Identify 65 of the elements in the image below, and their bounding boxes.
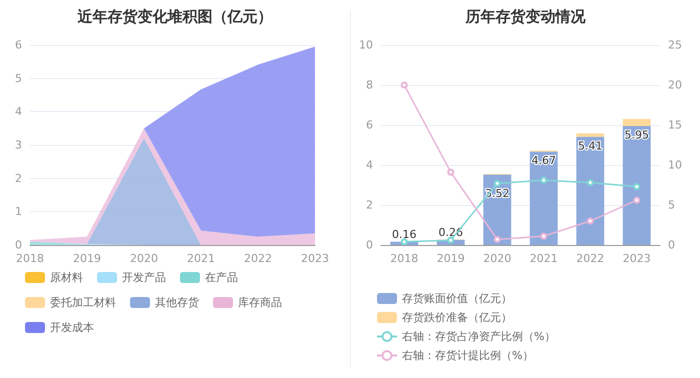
y-tick-label: 2: [15, 172, 22, 185]
x-tick-label: 2018: [16, 252, 44, 265]
x-tick-label: 2020: [483, 252, 512, 265]
x-tick-label: 2021: [530, 252, 558, 265]
point: [633, 183, 640, 190]
legend-label: 右轴：存货计提比例（%）: [402, 349, 534, 362]
chart-title: 历年存货变动情况: [464, 8, 586, 26]
legend-label: 委托加工材料: [50, 296, 116, 309]
x-tick-label: 2023: [301, 252, 329, 265]
data-label: 0.16: [392, 228, 416, 241]
legend-label: 原材料: [50, 271, 83, 284]
bar: [622, 119, 651, 126]
x-tick-label: 2019: [73, 252, 101, 265]
point: [540, 232, 548, 240]
y-tick-label: 8: [366, 78, 373, 92]
x-tick-label: 2022: [576, 252, 604, 265]
y-tick-label: 1: [15, 205, 22, 218]
data-label: 3.52: [485, 187, 510, 200]
y-tick-label: 4: [366, 158, 373, 172]
point: [586, 218, 594, 224]
y-tick-label: 10: [359, 38, 373, 52]
point: [540, 176, 548, 184]
bar: [530, 152, 558, 245]
data-label: 5.95: [624, 128, 649, 142]
y2-tick-label: 20: [668, 78, 682, 92]
x-tick-label: 2023: [622, 252, 651, 265]
y2-tick-label: 5: [668, 198, 675, 212]
legend-label: 开发成本: [50, 321, 94, 334]
x-tick-label: 2020: [130, 252, 158, 265]
point: [400, 238, 408, 246]
legend-label: 存货跌价准备（亿元）: [402, 311, 512, 324]
x-tick-label: 2019: [436, 252, 465, 265]
legend-label: 开发产品: [122, 271, 166, 284]
y-tick-label: 0: [15, 238, 22, 252]
x-tick-label: 2022: [244, 252, 272, 265]
y-tick-label: 0: [366, 238, 373, 252]
y-tick-label: 5: [15, 72, 22, 85]
chart-title: 近年存货变化堆积图（亿元）: [76, 8, 272, 26]
y2-tick-label: 10: [668, 158, 682, 172]
bar: [622, 126, 651, 245]
point: [586, 179, 594, 186]
legend-label: 存货账面价值（亿元）: [402, 292, 512, 305]
legend-label: 在产品: [205, 271, 238, 284]
point: [494, 236, 501, 243]
point: [447, 168, 454, 176]
point: [400, 82, 408, 88]
y-tick-label: 2: [366, 198, 373, 212]
legend-label: 库存商品: [238, 296, 282, 309]
point: [633, 196, 640, 204]
point: [494, 180, 501, 187]
legend-label: 其他存货: [155, 296, 199, 309]
y-tick-label: 6: [366, 118, 373, 132]
y2-tick-label: 15: [668, 118, 682, 132]
bar: [576, 133, 604, 137]
y-tick-label: 3: [15, 138, 22, 152]
x-tick-label: 2021: [187, 252, 215, 265]
data-label: 5.41: [578, 139, 602, 152]
x-tick-label: 2018: [390, 252, 418, 265]
data-label: 4.67: [532, 154, 556, 168]
legend-label: 右轴：存货占净资产比例（%）: [402, 330, 556, 343]
y-tick-label: 4: [15, 105, 22, 118]
y-tick-label: 6: [15, 38, 22, 52]
y2-tick-label: 25: [668, 38, 682, 52]
bar: [576, 136, 604, 245]
y2-tick-label: 0: [668, 238, 675, 252]
